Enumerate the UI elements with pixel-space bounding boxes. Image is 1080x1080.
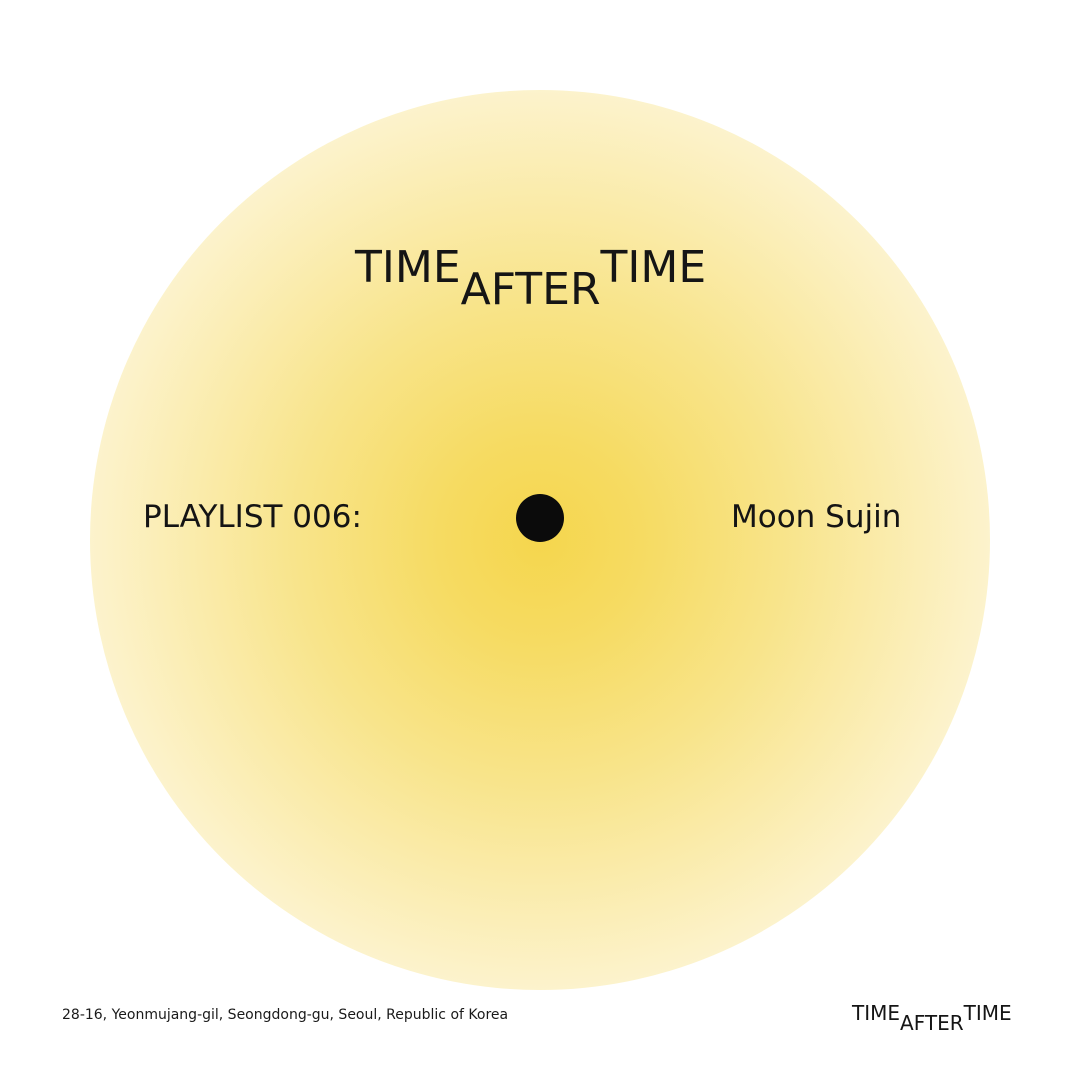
footer-logo: TIME AFTER TIME — [852, 1003, 1012, 1033]
footer-logo-word-time-left: TIME — [852, 1001, 901, 1025]
center-dot — [516, 494, 564, 542]
playlist-label: PLAYLIST 006: — [143, 499, 362, 535]
logo-word-time-left: TIME — [355, 242, 461, 293]
venue-address: 28-16, Yeonmujang-gil, Seongdong-gu, Seo… — [62, 1007, 509, 1023]
main-logo: TIME AFTER TIME — [355, 246, 706, 312]
footer-logo-word-time-right: TIME — [963, 1001, 1012, 1025]
artist-name: Moon Sujin — [731, 499, 902, 535]
logo-word-time-right: TIME — [600, 242, 707, 293]
logo-word-after: AFTER — [460, 264, 601, 315]
footer-logo-word-after: AFTER — [900, 1011, 964, 1035]
